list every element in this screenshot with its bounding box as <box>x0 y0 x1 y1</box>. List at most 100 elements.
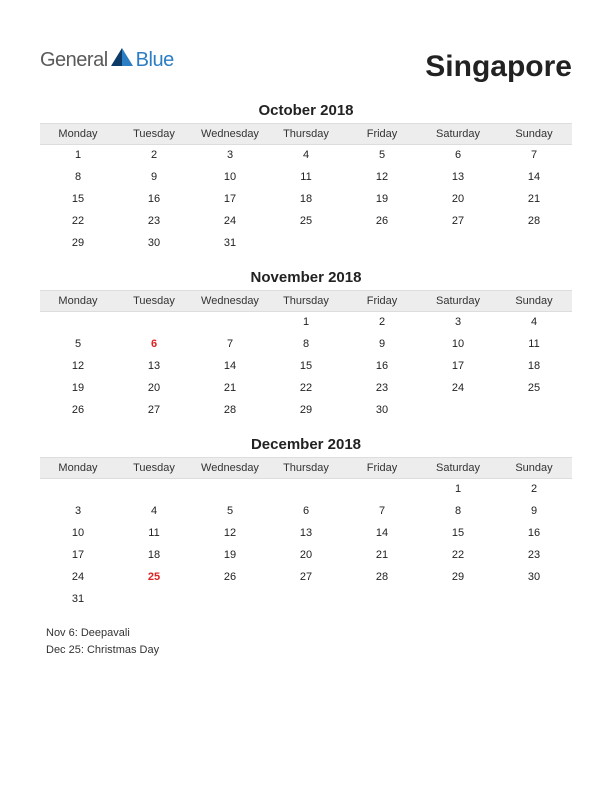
day-cell: 26 <box>344 211 420 233</box>
day-cell <box>192 312 268 334</box>
day-cell: 22 <box>420 545 496 567</box>
day-cell: 31 <box>40 589 116 611</box>
day-cell: 21 <box>344 545 420 567</box>
calendar-grid: MondayTuesdayWednesdayThursdayFridaySatu… <box>40 290 572 422</box>
day-cell: 17 <box>192 189 268 211</box>
day-cell: 8 <box>268 334 344 356</box>
day-cell <box>344 233 420 255</box>
day-cell <box>420 233 496 255</box>
header: General Blue Singapore <box>40 48 572 84</box>
day-cell: 13 <box>116 356 192 378</box>
day-cell <box>420 400 496 422</box>
day-cell: 29 <box>268 400 344 422</box>
day-cell: 25 <box>116 567 192 589</box>
calendar-month: November 2018 MondayTuesdayWednesdayThurs… <box>40 269 572 422</box>
weekday-header: Sunday <box>496 457 572 479</box>
day-cell <box>496 233 572 255</box>
day-cell: 1 <box>268 312 344 334</box>
day-cell <box>420 589 496 611</box>
day-cell: 18 <box>496 356 572 378</box>
day-cell: 30 <box>496 567 572 589</box>
day-cell: 30 <box>344 400 420 422</box>
day-cell: 27 <box>116 400 192 422</box>
day-cell <box>116 312 192 334</box>
calendar-month: October 2018MondayTuesdayWednesdayThursd… <box>40 102 572 255</box>
day-cell: 13 <box>268 523 344 545</box>
day-cell: 12 <box>344 167 420 189</box>
day-cell: 14 <box>344 523 420 545</box>
holiday-entry: Nov 6: Deepavali <box>46 625 572 642</box>
day-cell: 27 <box>268 567 344 589</box>
day-cell <box>192 589 268 611</box>
day-cell <box>40 312 116 334</box>
day-cell: 3 <box>192 145 268 167</box>
weekday-header: Thursday <box>268 290 344 312</box>
weekday-header: Friday <box>344 123 420 145</box>
day-cell: 28 <box>496 211 572 233</box>
day-cell: 20 <box>116 378 192 400</box>
calendar-grid: MondayTuesdayWednesdayThursdayFridaySatu… <box>40 123 572 255</box>
day-cell: 26 <box>192 567 268 589</box>
day-cell: 11 <box>268 167 344 189</box>
day-cell: 19 <box>40 378 116 400</box>
day-cell: 7 <box>496 145 572 167</box>
day-cell: 23 <box>344 378 420 400</box>
day-cell: 24 <box>40 567 116 589</box>
day-cell: 9 <box>496 501 572 523</box>
logo-icon <box>111 48 133 73</box>
day-cell: 4 <box>116 501 192 523</box>
month-title: November 2018 <box>40 269 572 286</box>
day-cell <box>116 479 192 501</box>
day-cell: 11 <box>116 523 192 545</box>
day-cell: 31 <box>192 233 268 255</box>
day-cell: 20 <box>420 189 496 211</box>
day-cell: 1 <box>420 479 496 501</box>
day-cell: 17 <box>40 545 116 567</box>
day-cell: 23 <box>496 545 572 567</box>
day-cell: 9 <box>116 167 192 189</box>
day-cell: 24 <box>420 378 496 400</box>
holiday-entry: Dec 25: Christmas Day <box>46 642 572 659</box>
day-cell <box>268 479 344 501</box>
day-cell: 27 <box>420 211 496 233</box>
day-cell: 4 <box>496 312 572 334</box>
day-cell: 21 <box>496 189 572 211</box>
day-cell: 30 <box>116 233 192 255</box>
day-cell: 14 <box>496 167 572 189</box>
page-title: Singapore <box>425 50 572 84</box>
day-cell: 12 <box>40 356 116 378</box>
weekday-header: Friday <box>344 457 420 479</box>
day-cell: 22 <box>40 211 116 233</box>
day-cell: 25 <box>268 211 344 233</box>
weekday-header: Saturday <box>420 457 496 479</box>
weekday-header: Monday <box>40 123 116 145</box>
day-cell: 8 <box>40 167 116 189</box>
day-cell: 5 <box>40 334 116 356</box>
day-cell: 15 <box>40 189 116 211</box>
day-cell: 2 <box>344 312 420 334</box>
day-cell <box>496 400 572 422</box>
calendar-month: December 2018MondayTuesdayWednesdayThurs… <box>40 436 572 611</box>
day-cell <box>344 589 420 611</box>
day-cell: 28 <box>192 400 268 422</box>
day-cell: 21 <box>192 378 268 400</box>
day-cell: 9 <box>344 334 420 356</box>
weekday-header: Tuesday <box>116 290 192 312</box>
day-cell: 16 <box>496 523 572 545</box>
day-cell: 5 <box>192 501 268 523</box>
day-cell <box>192 479 268 501</box>
day-cell: 16 <box>344 356 420 378</box>
weekday-header: Wednesday <box>192 123 268 145</box>
day-cell: 12 <box>192 523 268 545</box>
day-cell: 24 <box>192 211 268 233</box>
day-cell <box>496 589 572 611</box>
day-cell: 10 <box>40 523 116 545</box>
day-cell: 16 <box>116 189 192 211</box>
day-cell: 6 <box>116 334 192 356</box>
weekday-header: Saturday <box>420 123 496 145</box>
month-title: December 2018 <box>40 436 572 453</box>
weekday-header: Wednesday <box>192 290 268 312</box>
day-cell: 3 <box>40 501 116 523</box>
logo-text-general: General <box>40 49 108 72</box>
day-cell: 29 <box>420 567 496 589</box>
